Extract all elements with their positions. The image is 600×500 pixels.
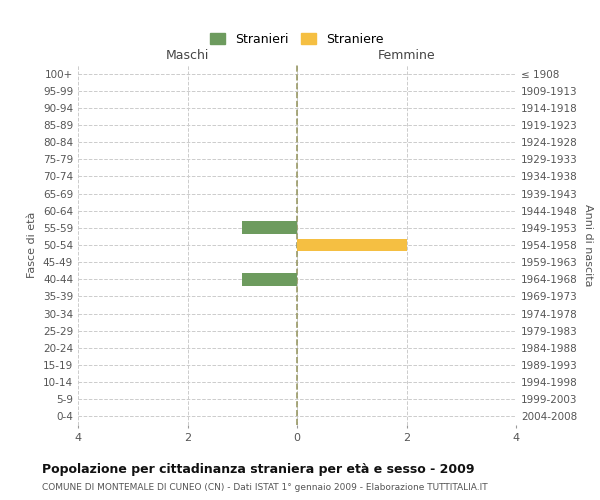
- Y-axis label: Anni di nascita: Anni di nascita: [583, 204, 593, 286]
- Legend: Stranieri, Straniere: Stranieri, Straniere: [205, 28, 389, 51]
- Y-axis label: Fasce di età: Fasce di età: [28, 212, 37, 278]
- Bar: [297, 238, 407, 252]
- Text: Popolazione per cittadinanza straniera per età e sesso - 2009: Popolazione per cittadinanza straniera p…: [42, 462, 475, 475]
- Bar: [242, 273, 297, 285]
- Text: COMUNE DI MONTEMALE DI CUNEO (CN) - Dati ISTAT 1° gennaio 2009 - Elaborazione TU: COMUNE DI MONTEMALE DI CUNEO (CN) - Dati…: [42, 482, 488, 492]
- Bar: [242, 222, 297, 234]
- Text: Maschi: Maschi: [166, 50, 209, 62]
- Text: Femmine: Femmine: [377, 50, 436, 62]
